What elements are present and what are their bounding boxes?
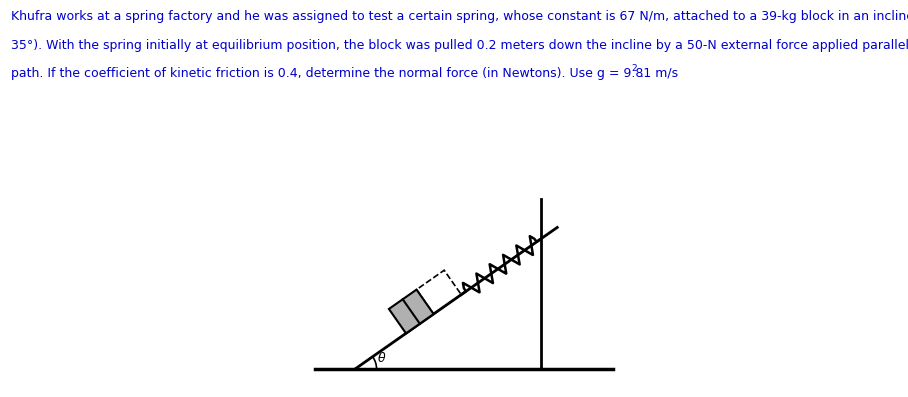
Text: 35°). With the spring initially at equilibrium position, the block was pulled 0.: 35°). With the spring initially at equil… (11, 39, 908, 52)
Text: path. If the coefficient of kinetic friction is 0.4, determine the normal force : path. If the coefficient of kinetic fric… (11, 67, 678, 80)
Text: Khufra works at a spring factory and he was assigned to test a certain spring, w: Khufra works at a spring factory and he … (11, 10, 908, 23)
Text: .: . (639, 67, 643, 80)
Text: 2: 2 (631, 64, 637, 73)
Polygon shape (389, 289, 434, 333)
Text: θ: θ (378, 352, 385, 365)
